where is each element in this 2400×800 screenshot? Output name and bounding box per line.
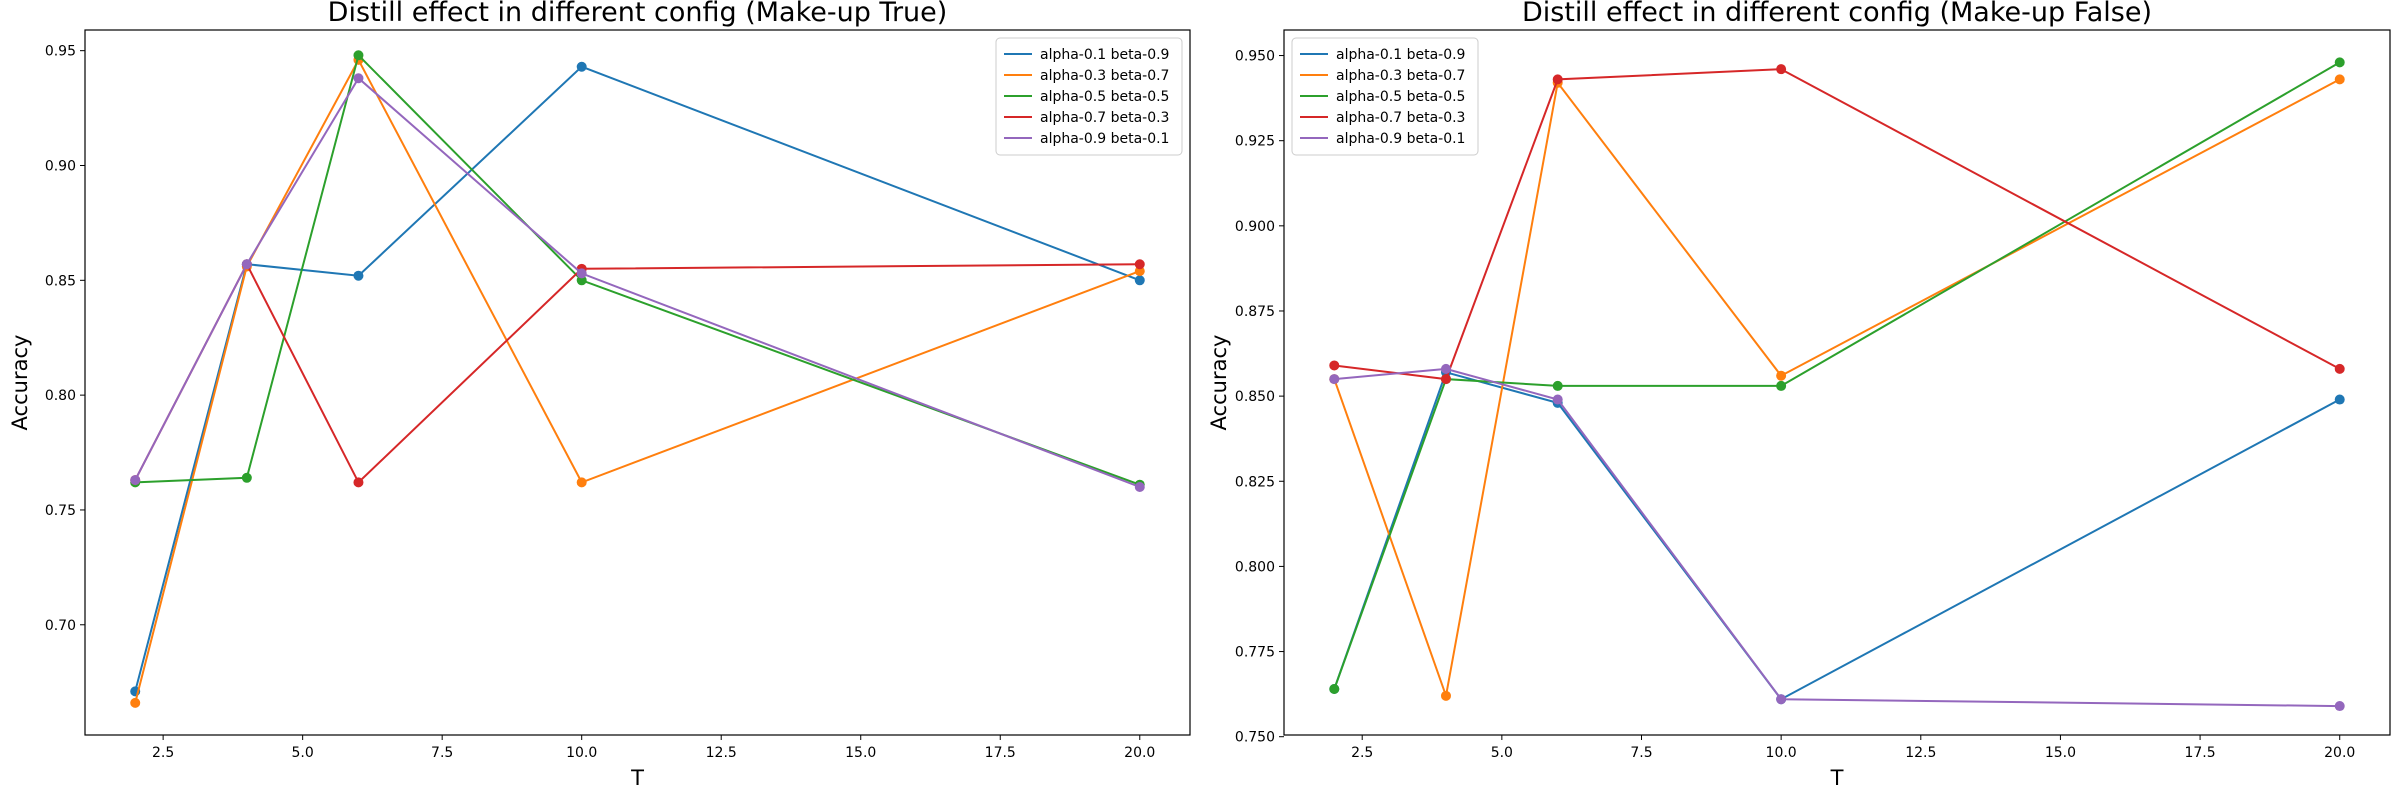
series-line [1334,367,2340,708]
y-tick-label: 0.75 [45,503,76,519]
data-point [576,477,587,488]
legend-label: alpha-0.5 beta-0.5 [1336,89,1465,105]
chart-make-up-false: Distill effect in different config (Make… [1207,0,2391,790]
x-tick-label: 2.5 [1351,745,1373,761]
data-point [1134,259,1145,270]
legend-label: alpha-0.3 beta-0.7 [1336,68,1465,84]
x-tick-label: 20.0 [1124,745,1155,761]
y-tick-label: 0.750 [1235,730,1275,746]
x-tick-label: 17.5 [2184,745,2215,761]
chart-title: Distill effect in different config (Make… [1522,0,2152,28]
data-point [1329,360,1340,371]
data-point [576,275,587,286]
data-point [1440,374,1451,385]
x-tick-label: 10.0 [1766,745,1797,761]
data-point [1776,64,1787,75]
x-tick-label: 5.0 [1491,745,1513,761]
data-point [1134,266,1145,277]
plot-frame [84,29,1191,736]
x-tick-label: 17.5 [985,745,1016,761]
x-tick-label: 10.0 [566,745,597,761]
data-point [2334,74,2345,85]
data-point [1776,380,1787,391]
data-point [353,50,364,61]
x-tick-label: 12.5 [706,745,737,761]
y-axis-label: Accuracy [8,335,32,431]
series-line [134,57,1141,704]
data-point [241,472,252,483]
x-tick-label: 5.0 [292,745,314,761]
data-point [353,477,364,488]
legend-label: alpha-0.9 beta-0.1 [1040,131,1169,147]
y-tick-label: 0.800 [1235,559,1275,575]
series-line [134,76,1141,488]
legend-label: alpha-0.3 beta-0.7 [1040,68,1169,84]
data-point [1134,275,1145,286]
y-tick-label: 0.875 [1235,304,1275,320]
x-tick-label: 7.5 [431,745,453,761]
legend-label: alpha-0.7 beta-0.3 [1040,110,1169,126]
x-tick-label: 15.0 [2045,745,2076,761]
legend-label: alpha-0.5 beta-0.5 [1040,89,1169,105]
data-point [1329,374,1340,385]
series-line [1333,61,2341,690]
y-tick-label: 0.825 [1235,474,1275,490]
x-axis-label: T [630,766,644,790]
legend-label: alpha-0.1 beta-0.9 [1336,47,1465,63]
data-point [1440,690,1451,701]
data-point [1552,74,1563,85]
series-line [134,65,1141,692]
series-line [134,262,1140,485]
data-point [1552,394,1563,405]
x-tick-label: 15.0 [845,745,876,761]
series-line [1333,371,2341,701]
plot-frame [1283,29,2391,736]
data-point [353,270,364,281]
data-point [576,268,587,279]
data-point [2334,363,2345,374]
legend-label: alpha-0.9 beta-0.1 [1336,131,1465,147]
x-tick-label: 2.5 [152,745,174,761]
y-tick-label: 0.900 [1235,219,1275,235]
data-point [1440,363,1451,374]
data-point [2334,57,2345,68]
y-tick-label: 0.85 [45,273,76,289]
data-point [1329,684,1340,695]
data-point [2334,701,2345,712]
y-tick-label: 0.775 [1235,645,1275,661]
y-tick-label: 0.950 [1235,49,1275,65]
legend-label: alpha-0.1 beta-0.9 [1040,47,1169,63]
y-tick-label: 0.80 [45,388,76,404]
series-line [1333,78,2341,700]
x-tick-label: 20.0 [2324,745,2355,761]
y-tick-label: 0.90 [45,158,76,174]
legend-label: alpha-0.7 beta-0.3 [1336,110,1465,126]
data-point [1134,481,1145,492]
data-point [2334,394,2345,405]
x-axis-label: T [1830,766,1844,790]
series-line [1334,68,2341,381]
data-point [576,61,587,72]
x-tick-label: 12.5 [1905,745,1936,761]
y-axis-label: Accuracy [1207,335,1231,431]
y-tick-label: 0.95 [45,44,76,60]
data-point [130,697,141,708]
data-point [1776,694,1787,705]
y-tick-label: 0.925 [1235,134,1275,150]
legend-box [1291,37,1479,156]
x-tick-label: 7.5 [1630,745,1652,761]
y-tick-label: 0.70 [45,618,76,634]
data-point [1776,370,1787,381]
data-point [353,73,364,84]
data-point [130,475,141,486]
data-point [1552,380,1563,391]
chart-title: Distill effect in different config (Make… [328,0,948,28]
chart-make-up-true: Distill effect in different config (Make… [8,0,1191,790]
legend-box [995,37,1183,156]
series-line [135,53,1141,486]
y-tick-label: 0.850 [1235,389,1275,405]
data-point [241,259,252,270]
